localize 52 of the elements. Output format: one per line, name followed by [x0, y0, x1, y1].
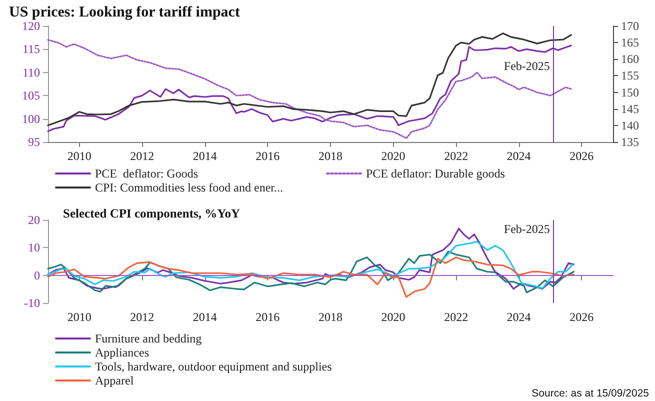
y2-tick-label: 165 — [621, 36, 639, 50]
x-tick-label: 2014 — [192, 310, 217, 324]
x-tick-label: 2022 — [444, 310, 468, 324]
y2-tick-label: 155 — [621, 68, 639, 83]
x-tick-label: 2020 — [381, 149, 406, 163]
x-tick-label: 2018 — [318, 310, 342, 324]
source-note: Source: as at 15/09/2025 — [532, 388, 650, 400]
x-tick-label: 2010 — [67, 149, 92, 163]
x-tick-label: 2020 — [381, 310, 406, 324]
x-tick-label: 2010 — [67, 310, 92, 324]
chart-title: Selected CPI components, %YoY — [63, 206, 240, 220]
legend-label: CPI: Commodities less food and ener... — [95, 180, 283, 194]
y2-tick-label: 170 — [621, 19, 639, 33]
y-tick-label: 115 — [22, 42, 40, 56]
y2-tick-label: 135 — [621, 135, 639, 149]
y-tick-label: 120 — [22, 19, 40, 33]
x-tick-label: 2026 — [570, 149, 594, 163]
ref-line-label: Feb-2025 — [504, 59, 550, 73]
line-series — [47, 256, 575, 298]
legend-label: Apparel — [95, 374, 134, 388]
chart-title: US prices: Looking for tariff impact — [9, 4, 240, 20]
x-tick-label: 2016 — [256, 310, 280, 324]
x-tick-label: 2012 — [130, 149, 154, 163]
y-tick-label: 105 — [22, 88, 40, 103]
legend-label: Tools, hardware, outdoor equipment and supplies — [95, 360, 332, 374]
x-tick-label: 2024 — [506, 149, 531, 163]
y2-tick-label: 160 — [621, 52, 639, 66]
x-tick-label: 2022 — [444, 149, 468, 163]
line-series — [47, 240, 575, 290]
y-tick-label: -10 — [24, 296, 40, 310]
x-tick-label: 2012 — [130, 310, 154, 324]
x-tick-label: 2024 — [506, 310, 531, 324]
y-tick-label: 100 — [22, 112, 40, 126]
x-tick-label: 2014 — [192, 149, 217, 163]
line-series — [47, 250, 575, 294]
y2-tick-label: 150 — [621, 85, 639, 100]
x-tick-label: 2016 — [256, 149, 280, 163]
y2-tick-label: 140 — [621, 118, 639, 132]
y-tick-label: 95 — [28, 135, 40, 149]
y-tick-label: 20 — [28, 213, 40, 227]
x-tick-label: 2026 — [570, 310, 594, 324]
line-series — [47, 32, 572, 126]
x-tick-label: 2018 — [318, 149, 342, 163]
y-tick-label: 10 — [28, 240, 40, 255]
y-tick-label: 110 — [22, 65, 40, 80]
ref-line-label: Feb-2025 — [504, 222, 550, 236]
y-tick-label: 0 — [34, 268, 40, 282]
legend-label: PCE deflator: Goods — [95, 166, 198, 180]
legend-label: Appliances — [95, 346, 150, 360]
legend-label: Furniture and bedding — [95, 332, 202, 346]
legend-label: PCE deflator: Durable goods — [366, 166, 506, 180]
y2-tick-label: 145 — [621, 102, 639, 116]
